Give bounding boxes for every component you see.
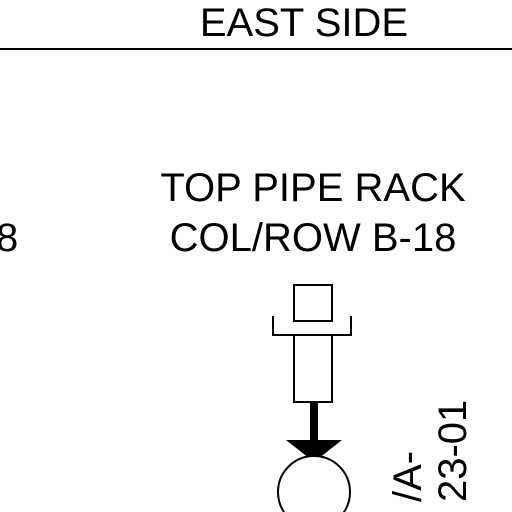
support-bracket xyxy=(272,316,352,336)
left-partial-label: 8 xyxy=(0,216,18,260)
location-label-line2: COL/ROW B-18 xyxy=(170,216,457,260)
location-label-line1: TOP PIPE RACK xyxy=(160,166,466,210)
instrument-tag-line1: /A- xyxy=(386,451,430,502)
support-stem-box xyxy=(293,334,333,403)
instrument-tag-line2: 23-01 xyxy=(431,400,475,502)
support-top-box xyxy=(293,284,333,322)
instrument-bubble xyxy=(277,455,351,512)
pipe-support-symbol xyxy=(272,284,352,403)
header-label: EAST SIDE xyxy=(200,1,408,45)
flow-direction-arrow-icon xyxy=(286,440,342,462)
